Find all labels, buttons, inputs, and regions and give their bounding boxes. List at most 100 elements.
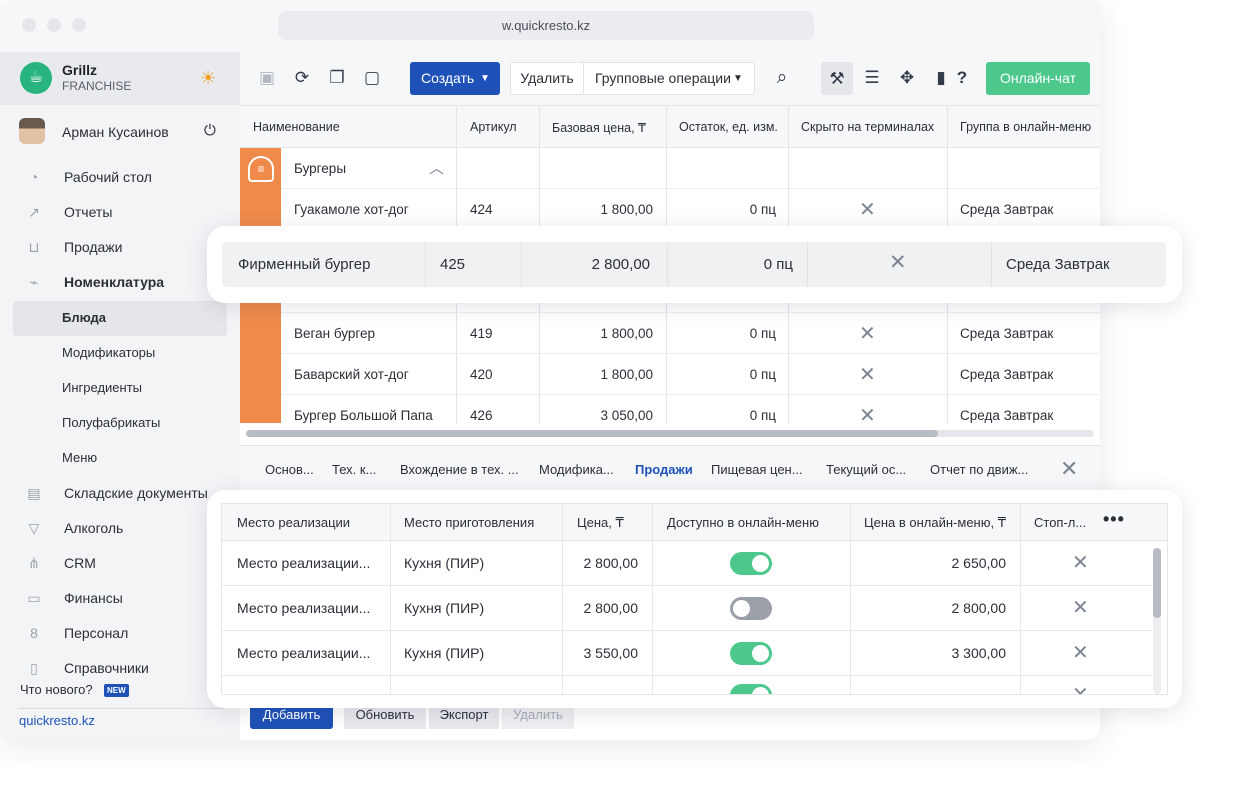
tab-inclusion[interactable]: Вхождение в тех. ...: [400, 462, 519, 477]
tools-icon[interactable]: ⚒: [821, 62, 853, 95]
table-row[interactable]: Гуакамоле хот-дог 424 1 800,00 0 пц ✕ Ср…: [281, 189, 1100, 230]
avatar[interactable]: [19, 118, 45, 144]
sales-row[interactable]: Место реализации... Кухня (ПИР) 2 800,00…: [222, 541, 1152, 586]
table-row[interactable]: Веган бургер 419 1 800,00 0 пц ✕ Среда З…: [281, 313, 1100, 354]
sidebar-item-reports[interactable]: ↗ Отчеты: [0, 195, 240, 230]
dish-online-group: Среда Завтрак: [960, 408, 1054, 423]
save-icon[interactable]: ▣: [258, 68, 276, 87]
window-maximize-dot[interactable]: [72, 18, 86, 32]
column-header[interactable]: Место приготовления: [404, 515, 535, 530]
dish-name: Баварский хот-дог: [294, 367, 409, 382]
new-badge: NEW: [104, 684, 129, 697]
column-divider: [425, 242, 426, 287]
sidebar-item-dishes[interactable]: Блюда: [13, 301, 227, 336]
sidebar-item-references[interactable]: ▯ Справочники: [0, 651, 240, 686]
scrollbar-thumb[interactable]: [246, 430, 938, 437]
refresh-icon[interactable]: ⟳: [294, 68, 310, 87]
close-icon[interactable]: ✕: [1060, 456, 1079, 481]
more-options-icon[interactable]: •••: [1103, 509, 1125, 529]
chevron-up-icon[interactable]: ︿: [429, 160, 445, 177]
sidebar-item-alcohol[interactable]: ▽ Алкоголь: [0, 511, 240, 546]
sidebar-item-finance[interactable]: ▭ Финансы: [0, 581, 240, 616]
tab-movement-report[interactable]: Отчет по движ...: [930, 462, 1029, 477]
sidebar-item-ingredients[interactable]: Ингредиенты: [0, 371, 240, 406]
sun-icon[interactable]: ☀: [200, 68, 217, 88]
address-bar[interactable]: w.quickresto.kz: [278, 11, 814, 40]
move-icon[interactable]: ✥: [899, 68, 915, 87]
sidebar-item-warehouse-docs[interactable]: ▤ Складские документы: [0, 476, 240, 511]
online-chat-button[interactable]: Онлайн-чат: [986, 62, 1090, 95]
close-x-icon: ✕: [1072, 597, 1089, 619]
sidebar-item-menu[interactable]: Меню: [0, 441, 240, 476]
dish-price: 1 800,00: [600, 202, 653, 217]
window-minimize-dot[interactable]: [47, 18, 61, 32]
trash-icon[interactable]: ▮: [936, 68, 946, 87]
dish-price: 1 800,00: [600, 367, 653, 382]
tab-basic[interactable]: Основ...: [265, 462, 314, 477]
sidebar-item-nomenclature[interactable]: ⌁ Номенклатура: [0, 265, 240, 300]
site-link[interactable]: quickresto.kz: [19, 713, 95, 728]
tab-sales[interactable]: Продажи: [635, 462, 693, 477]
copy-icon[interactable]: ❐: [329, 68, 345, 87]
online-availability-toggle[interactable]: [730, 552, 772, 575]
sidebar-item-label: Полуфабрикаты: [62, 415, 161, 430]
dish-online-group: Среда Завтрак: [960, 326, 1054, 341]
highlighted-table-row[interactable]: Фирменный бургер 425 2 800,00 0 пц ✕ Сре…: [222, 242, 1166, 287]
inbox-icon[interactable]: ▢: [363, 68, 381, 87]
column-header[interactable]: Место реализации: [237, 515, 351, 530]
column-header[interactable]: Цена, ₸: [577, 515, 624, 530]
online-availability-toggle[interactable]: [730, 597, 772, 620]
column-header[interactable]: Стоп-л...: [1034, 515, 1087, 530]
group-row[interactable]: Бургеры ︿: [281, 148, 1100, 189]
column-header[interactable]: Цена в онлайн-меню, ₸: [864, 515, 1006, 530]
create-button[interactable]: Создать ▼: [410, 62, 500, 95]
table-row[interactable]: [281, 272, 1100, 313]
vertical-scrollbar[interactable]: [1153, 548, 1161, 694]
table-header: Наименование Артикул Базовая цена, ₸ Ост…: [240, 106, 1100, 148]
dish-sku: 420: [470, 367, 493, 382]
wallet-icon: ▭: [27, 590, 41, 606]
tab-tech-card[interactable]: Тех. к...: [332, 462, 377, 477]
sidebar-item-staff[interactable]: 8 Персонал: [0, 616, 240, 651]
online-availability-toggle[interactable]: [730, 642, 772, 665]
sidebar-item-sales[interactable]: ⊔ Продажи: [0, 230, 240, 265]
sidebar-item-dashboard[interactable]: ◔ Рабочий стол: [0, 160, 240, 195]
sidebar-item-modifiers[interactable]: Модификаторы: [0, 336, 240, 371]
delete-button[interactable]: Удалить: [510, 62, 584, 95]
column-header[interactable]: Доступно в онлайн-меню: [667, 515, 819, 530]
table-row[interactable]: Баварский хот-дог 420 1 800,00 0 пц ✕ Ср…: [281, 354, 1100, 395]
tab-current-stock[interactable]: Текущий ос...: [826, 462, 907, 477]
group-name: Бургеры: [294, 161, 347, 176]
sidebar-item-semi-finished[interactable]: Полуфабрикаты: [0, 406, 240, 441]
column-header[interactable]: Наименование: [253, 120, 340, 134]
whats-new-link[interactable]: Что нового?: [20, 682, 93, 697]
power-icon[interactable]: ⏻: [204, 122, 216, 139]
dish-sku: 424: [470, 202, 493, 217]
sales-row[interactable]: Место реализации... Кухня (ПИР) 2 800,00…: [222, 586, 1152, 631]
brand-header[interactable]: ☕ Grillz FRANCHISE ☀: [0, 52, 240, 105]
table-row[interactable]: Бургер Большой Папа 426 3 050,00 0 пц ✕ …: [281, 395, 1100, 427]
group-operations-button[interactable]: Групповые операции ▼: [583, 62, 755, 95]
sidebar-item-crm[interactable]: ⋔ CRM: [0, 546, 240, 581]
window-close-dot[interactable]: [22, 18, 36, 32]
horizontal-scrollbar[interactable]: [246, 430, 1094, 437]
column-header[interactable]: Группа в онлайн-меню: [960, 120, 1092, 134]
online-availability-toggle[interactable]: [730, 684, 772, 694]
column-header[interactable]: Остаток, ед. изм.: [679, 120, 778, 134]
sales-row[interactable]: ✕: [222, 676, 1152, 694]
search-icon[interactable]: ⌕: [776, 67, 788, 88]
user-name[interactable]: Арман Кусаинов: [62, 124, 169, 140]
dish-price: 1 800,00: [600, 326, 653, 341]
sales-row[interactable]: Место реализации... Кухня (ПИР) 3 550,00…: [222, 631, 1152, 676]
tab-modifiers[interactable]: Модифика...: [539, 462, 614, 477]
tab-nutrition[interactable]: Пищевая цен...: [711, 462, 803, 477]
help-icon[interactable]: ?: [956, 68, 968, 87]
sales-table-card: Место реализации Место приготовления Цен…: [207, 490, 1182, 708]
scrollbar-thumb[interactable]: [1153, 548, 1161, 618]
sales-kitchen: Кухня (ПИР): [404, 645, 485, 661]
column-header[interactable]: Базовая цена, ₸: [552, 121, 646, 135]
close-x-icon: ✕: [859, 323, 876, 345]
column-header[interactable]: Артикул: [470, 120, 517, 134]
list-icon[interactable]: ☰: [864, 68, 880, 87]
column-header[interactable]: Скрыто на терминалах: [801, 120, 935, 134]
